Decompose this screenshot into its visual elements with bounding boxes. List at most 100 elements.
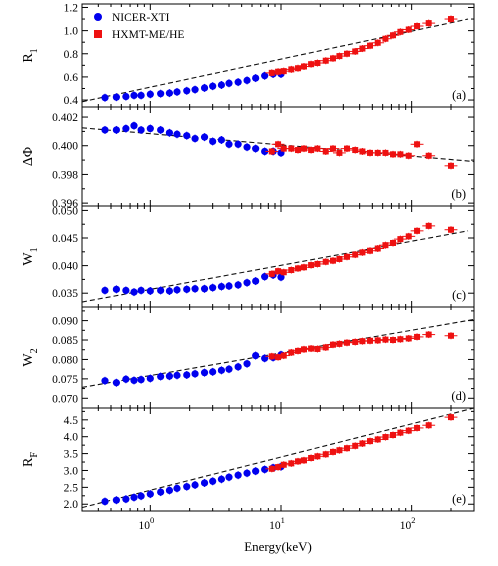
data-point-hxmt bbox=[414, 424, 421, 431]
y-tick-label: 0.050 bbox=[52, 205, 78, 217]
data-point-nicer bbox=[209, 477, 217, 485]
data-point-nicer bbox=[200, 479, 209, 487]
data-point-hxmt bbox=[414, 333, 421, 340]
panel-tag: (c) bbox=[452, 288, 466, 302]
data-point-hxmt bbox=[425, 152, 432, 159]
data-point-nicer bbox=[225, 140, 233, 148]
data-point-hxmt bbox=[280, 461, 287, 468]
data-point-nicer bbox=[261, 273, 269, 281]
data-point-hxmt bbox=[314, 260, 321, 267]
data-point-nicer bbox=[122, 124, 130, 133]
legend-marker-square bbox=[94, 30, 102, 38]
data-point-nicer bbox=[234, 78, 242, 86]
data-point-hxmt bbox=[405, 26, 412, 33]
data-point-nicer bbox=[137, 91, 145, 100]
data-point-nicer bbox=[217, 136, 226, 144]
data-point-nicer bbox=[173, 286, 181, 294]
y-tick-label: 0.400 bbox=[52, 141, 78, 153]
data-point-hxmt bbox=[382, 434, 389, 441]
data-point-hxmt bbox=[367, 337, 374, 344]
data-point-hxmt bbox=[382, 35, 389, 42]
data-point-hxmt bbox=[374, 436, 381, 443]
data-point-nicer bbox=[217, 366, 226, 374]
panel-tag: (d) bbox=[451, 389, 466, 403]
data-point-hxmt bbox=[314, 60, 321, 67]
data-point-hxmt bbox=[374, 245, 381, 252]
data-point-hxmt bbox=[367, 438, 374, 445]
data-point-hxmt bbox=[322, 258, 329, 265]
data-point-nicer bbox=[252, 467, 260, 475]
data-point-hxmt bbox=[322, 344, 329, 351]
data-point-nicer bbox=[122, 495, 130, 503]
data-point-hxmt bbox=[343, 145, 350, 152]
y-tick-label: 0.085 bbox=[52, 335, 78, 347]
data-point-nicer bbox=[217, 282, 226, 291]
data-point-hxmt bbox=[336, 53, 343, 60]
data-point-hxmt bbox=[367, 149, 374, 156]
data-point-hxmt bbox=[275, 68, 282, 75]
data-point-nicer bbox=[234, 140, 242, 148]
data-point-hxmt bbox=[268, 353, 275, 360]
y-tick-label: 3.0 bbox=[64, 465, 79, 477]
data-point-nicer bbox=[165, 89, 174, 97]
data-point-hxmt bbox=[314, 453, 321, 460]
data-point-nicer bbox=[225, 79, 233, 87]
data-point-hxmt bbox=[382, 149, 389, 156]
data-point-hxmt bbox=[397, 151, 404, 158]
panel-tag: (a) bbox=[452, 88, 466, 102]
data-point-hxmt bbox=[280, 145, 287, 152]
y-tick-label: 0.396 bbox=[52, 198, 78, 210]
data-point-hxmt bbox=[447, 332, 454, 339]
data-point-nicer bbox=[130, 493, 138, 502]
data-point-hxmt bbox=[288, 145, 295, 152]
data-point-hxmt bbox=[405, 335, 412, 342]
data-point-hxmt bbox=[352, 147, 359, 154]
y-tick-label: 0.8 bbox=[64, 49, 79, 61]
data-point-hxmt bbox=[268, 69, 275, 76]
data-point-hxmt bbox=[295, 265, 302, 272]
panel-e: 2.0 2.5 3.0 3.5 4.0 4.5 (e) RF bbox=[21, 407, 475, 512]
data-point-hxmt bbox=[308, 262, 315, 269]
data-point-hxmt bbox=[352, 48, 359, 55]
panel-frame bbox=[81, 106, 475, 207]
y-tick-label: 0.398 bbox=[52, 169, 78, 181]
data-point-hxmt bbox=[314, 145, 321, 152]
y-tick-label: 0.075 bbox=[52, 374, 78, 386]
legend: NICER-XTI HXMT-ME/HE bbox=[94, 12, 184, 41]
data-point-hxmt bbox=[447, 162, 454, 169]
data-point-hxmt bbox=[414, 227, 421, 234]
y-tick-label: 1.0 bbox=[64, 26, 79, 38]
data-point-nicer bbox=[157, 126, 165, 134]
data-point-nicer bbox=[173, 484, 181, 492]
data-point-nicer bbox=[243, 279, 251, 287]
panel-frame bbox=[81, 407, 475, 512]
data-point-hxmt bbox=[425, 20, 432, 27]
data-point-nicer bbox=[183, 87, 191, 95]
panel-tag: (e) bbox=[452, 492, 466, 506]
y-tick-label: 4.0 bbox=[64, 432, 79, 444]
data-point-nicer bbox=[243, 76, 251, 84]
data-point-nicer bbox=[165, 372, 174, 380]
data-point-nicer bbox=[112, 93, 120, 101]
y-tick-label: 0.402 bbox=[52, 112, 78, 124]
data-point-nicer bbox=[146, 90, 154, 98]
data-point-nicer bbox=[261, 465, 269, 474]
data-point-nicer bbox=[243, 360, 251, 368]
data-point-nicer bbox=[146, 374, 154, 383]
data-point-nicer bbox=[173, 88, 181, 96]
data-point-nicer bbox=[234, 363, 242, 371]
y-axis-label: R1 bbox=[21, 48, 40, 62]
data-point-hxmt bbox=[405, 233, 412, 240]
y-tick-label: 0.4 bbox=[64, 95, 79, 107]
data-point-hxmt bbox=[352, 251, 359, 258]
x-tick-label: 100 bbox=[138, 515, 154, 532]
data-point-nicer bbox=[243, 143, 251, 151]
data-point-hxmt bbox=[329, 55, 336, 62]
data-point-hxmt bbox=[300, 346, 307, 353]
data-point-hxmt bbox=[397, 236, 404, 243]
data-point-hxmt bbox=[308, 61, 315, 68]
data-point-nicer bbox=[225, 473, 233, 481]
data-point-hxmt bbox=[352, 338, 359, 345]
data-point-nicer bbox=[252, 351, 260, 360]
